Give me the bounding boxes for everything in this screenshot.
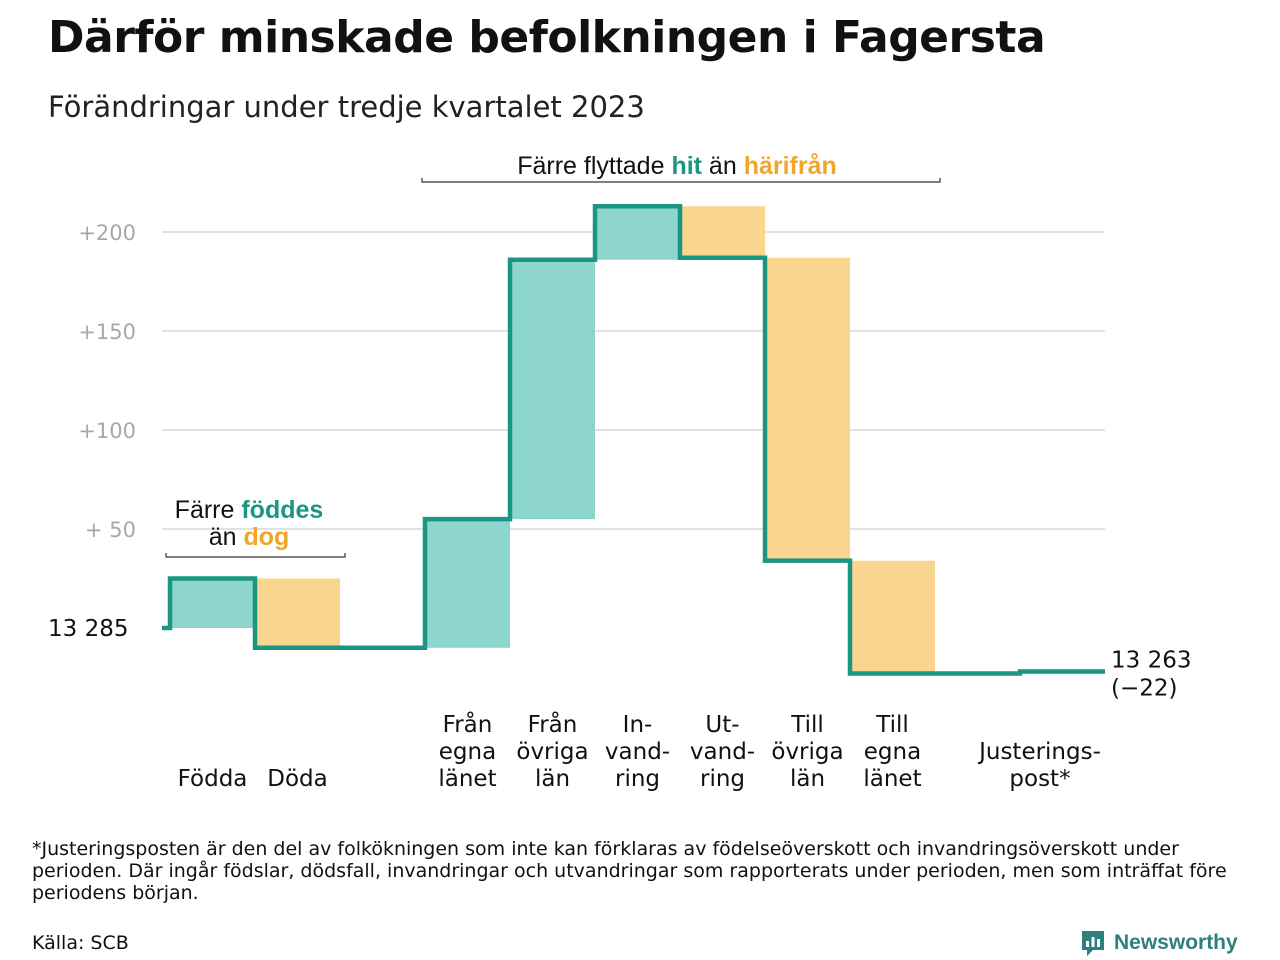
category-label: Till	[790, 712, 824, 738]
annotation-segment: föddes	[241, 496, 323, 524]
chart-subtitle: Förändringar under tredje kvartalet 2023	[48, 90, 645, 124]
category-label: Ut-	[705, 712, 739, 738]
category-label: övriga	[516, 739, 588, 765]
annotation-text: än dog	[209, 523, 290, 551]
annotation-segment: Färre flyttade	[517, 152, 671, 180]
start-value-label: 13 285	[48, 616, 128, 642]
newsworthy-logo-icon	[1082, 931, 1104, 956]
bar	[425, 519, 510, 648]
bars	[170, 206, 935, 674]
axis-labels: + 50 +100 +150 +200 13 285 13 263(−22) Födda Dö…	[48, 221, 1191, 792]
category-label: län	[790, 766, 825, 792]
category-label: Från	[443, 710, 493, 738]
category-label: egna	[439, 739, 496, 765]
y-tick-label: +200	[78, 221, 136, 245]
bar	[765, 257, 850, 561]
bar	[170, 578, 255, 628]
category-label: övriga	[771, 739, 843, 765]
category-label: In-	[623, 712, 653, 738]
bar	[850, 560, 935, 674]
category-label: post*	[1009, 766, 1070, 792]
bar	[510, 259, 595, 520]
annotation-bracket	[165, 553, 346, 558]
y-tick-label: +150	[78, 320, 136, 344]
annotation-segment: Färre	[175, 496, 242, 524]
category-label: Döda	[267, 766, 327, 792]
category-label: Från	[528, 710, 578, 738]
category-label: ring	[615, 766, 660, 792]
annotation-segment: dog	[243, 523, 289, 551]
annotation-bracket	[421, 178, 941, 183]
category-label: Till	[875, 712, 909, 738]
annotation-segment: härifrån	[744, 152, 837, 180]
chart-title: Därför minskade befolkningen i Fagersta	[48, 12, 1046, 63]
bar	[680, 206, 765, 258]
annotation-segment: än	[702, 152, 744, 180]
category-label: vand-	[690, 739, 755, 765]
bar	[595, 206, 680, 260]
category-label: vand-	[605, 739, 670, 765]
bar	[255, 578, 340, 648]
end-change-label: (−22)	[1111, 676, 1177, 702]
category-label: ring	[700, 766, 745, 792]
brand-logo[interactable]: Newsworthy	[1080, 928, 1238, 958]
category-label: länet	[438, 766, 496, 792]
annotation-segment: hit	[671, 152, 702, 180]
category-label: länet	[863, 766, 921, 792]
brand-name: Newsworthy	[1114, 931, 1238, 954]
category-label: Justerings-	[977, 739, 1101, 765]
category-label: egna	[864, 739, 921, 765]
y-tick-label: + 50	[85, 518, 136, 542]
annotation-text: Färre flyttade hit än härifrån	[517, 152, 837, 180]
end-value-label: 13 263	[1111, 648, 1191, 674]
source-label: Källa: SCB	[32, 932, 129, 954]
step-line	[162, 204, 1105, 676]
category-label: Födda	[178, 766, 248, 792]
grid-lines	[162, 231, 1105, 530]
cumulative-step-line	[162, 204, 1105, 676]
footnote: *Justeringsposten är den del av folkökni…	[32, 838, 1227, 904]
annotation-text: Färre föddes	[175, 496, 324, 524]
y-tick-label: +100	[78, 419, 136, 443]
category-label: län	[535, 766, 570, 792]
annotation-segment: än	[209, 523, 244, 551]
